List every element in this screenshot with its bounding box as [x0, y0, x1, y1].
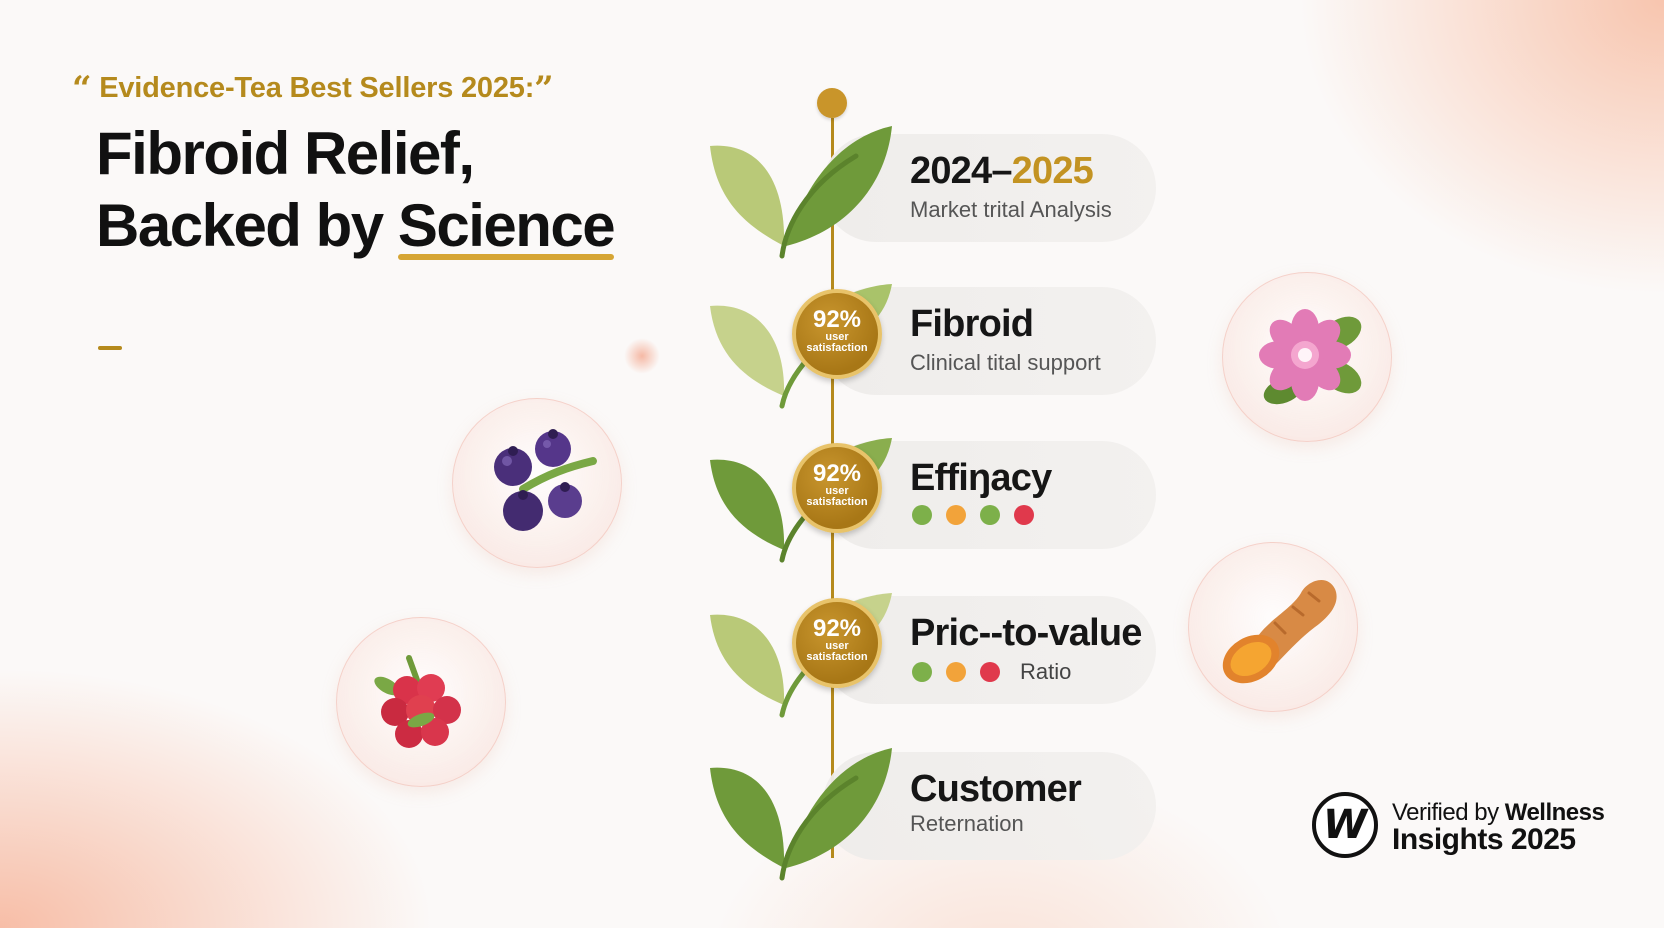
verified-line-1: Verified by Wellness	[1392, 799, 1605, 827]
flower-bubble	[1222, 272, 1392, 442]
badge-percent: 92%	[812, 615, 862, 642]
badge-label-user: user	[825, 485, 849, 497]
turmeric-root-icon	[1222, 580, 1337, 684]
title-highlight-science: Science	[397, 190, 616, 262]
rating-dot	[946, 662, 966, 682]
close-quote: ”	[534, 69, 554, 109]
rating-dot	[912, 662, 932, 682]
badge-label-satisfaction: satisfaction	[806, 651, 868, 663]
rating-dot	[1014, 505, 1034, 525]
wellness-logo-icon: W	[1312, 792, 1378, 858]
decorative-peach-dot	[624, 338, 660, 374]
badge-label-satisfaction: satisfaction	[806, 496, 868, 508]
timeline-top-knob	[817, 88, 847, 118]
title-line-1: Fibroid Relief,	[96, 120, 475, 187]
timeline-item-subtitle: Market trital Analysis	[910, 197, 1112, 222]
rating-dot	[980, 505, 1000, 525]
rating-dot	[980, 662, 1000, 682]
verified-brand: Wellness	[1504, 799, 1605, 826]
timeline-item-title: Pric--to-value	[910, 612, 1142, 654]
pink-flower-icon	[1259, 309, 1362, 405]
badge-label-satisfaction: satisfaction	[806, 342, 868, 354]
leaf-icon	[710, 126, 892, 259]
raspberry-bubble	[336, 617, 506, 787]
eyebrow-text: Evidence-Tea Best Sellers 2025:	[99, 72, 535, 104]
rating-dot	[946, 505, 966, 525]
badge-label-user: user	[825, 331, 849, 343]
turmeric-bubble	[1188, 542, 1358, 712]
open-quote: “	[72, 69, 92, 109]
rating-dots-label: Ratio	[1020, 659, 1072, 684]
rating-dots: Ratio	[912, 659, 1071, 685]
timeline-item-title: Customer	[910, 768, 1082, 810]
rating-dots	[912, 505, 1034, 525]
timeline-item-title: Effiŋacy	[910, 457, 1052, 499]
badge-label-user: user	[825, 640, 849, 652]
decorative-dash	[98, 346, 122, 350]
rating-dot	[912, 505, 932, 525]
timeline-item-title: Fibroid	[910, 303, 1034, 345]
title-year-end: 2025	[1011, 150, 1094, 192]
title-line-2-prefix: Backed by	[96, 192, 398, 259]
page-title: Fibroid Relief, Backed by Science	[96, 118, 616, 262]
blueberries-bubble	[452, 398, 622, 568]
blueberries-icon	[494, 429, 597, 531]
raspberry-icon	[374, 655, 461, 748]
title-year-start: 2024–	[910, 150, 1012, 192]
leaf-icon	[710, 748, 892, 881]
verified-line-2: Insights 2025	[1392, 823, 1576, 856]
timeline-item-title: 2024–2025	[910, 150, 1094, 193]
badge-percent: 92%	[812, 460, 862, 487]
satisfaction-badge: 92% user satisfaction	[792, 598, 882, 688]
satisfaction-badge: 92% user satisfaction	[792, 443, 882, 533]
timeline-item-subtitle: Clinical tital support	[910, 350, 1101, 375]
satisfaction-badge: 92% user satisfaction	[792, 289, 882, 379]
timeline-item-subtitle: Reternation	[910, 811, 1024, 836]
badge-percent: 92%	[812, 306, 862, 333]
title-line-2: Backed by Science	[96, 190, 616, 262]
eyebrow-heading: “ Evidence-Tea Best Sellers 2025:”	[72, 66, 554, 109]
verified-prefix: Verified by	[1392, 799, 1505, 826]
